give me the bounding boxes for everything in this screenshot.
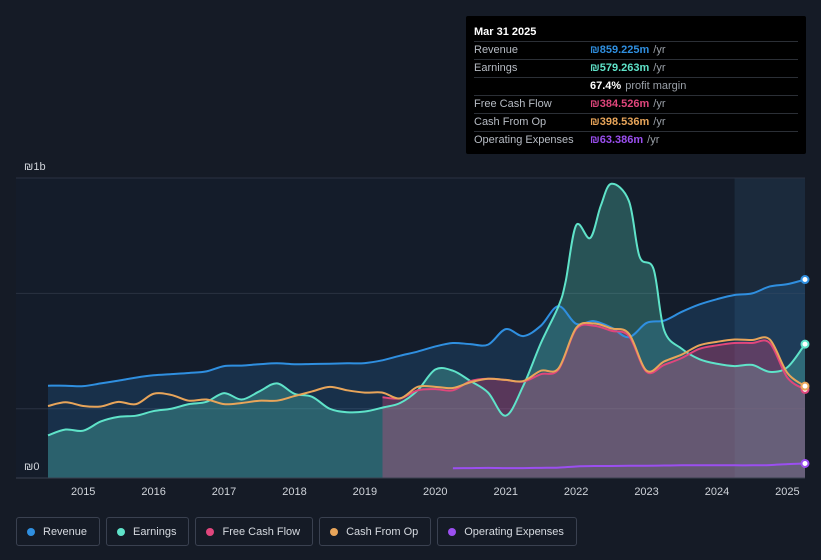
x-tick-label: 2022	[564, 486, 588, 498]
operating-expenses-end-marker	[800, 458, 810, 468]
tooltip-row-value: ₪398.536m	[590, 116, 650, 128]
x-tick-label: 2024	[705, 486, 729, 498]
tooltip-date: Mar 31 2025	[474, 26, 537, 38]
revenue-line	[47, 278, 806, 388]
tooltip-row-value: ₪859.225m	[590, 44, 650, 56]
legend-dot-icon	[206, 527, 215, 536]
cash-from-op-end-marker	[800, 381, 810, 391]
tooltip-row-unit: /yr	[653, 116, 666, 128]
tooltip-rows: Revenue ₪859.225m/yr Earnings ₪579.263m/yr 6…	[474, 41, 798, 149]
legend-dot-icon	[117, 527, 126, 536]
x-tick-label: 2025	[775, 486, 799, 498]
tooltip-row-label: Cash From Op	[474, 116, 547, 128]
tooltip-row-unit: profit margin	[625, 80, 687, 92]
earnings-end-marker	[800, 339, 810, 349]
tooltip-row-value: ₪579.263m	[590, 62, 650, 74]
tooltip-row: Operating Expenses ₪63.386m/yr	[474, 131, 798, 149]
legend-label: Earnings	[133, 525, 177, 538]
tooltip-row-value: 67.4%	[590, 80, 622, 92]
tooltip-row: 67.4% profit margin	[474, 77, 798, 95]
y-axis-top-label: ₪1b	[24, 161, 46, 173]
tooltip-row-label: Earnings	[474, 62, 518, 74]
legend-dot-icon	[448, 527, 457, 536]
x-tick-label: 2016	[141, 486, 165, 498]
forecast-region	[734, 178, 805, 478]
tooltip-row-value: ₪63.386m	[590, 134, 644, 146]
revenue-end-marker	[800, 275, 810, 285]
tooltip-row-unit: /yr	[653, 44, 666, 56]
tooltip-row-label	[474, 78, 590, 95]
tooltip-panel: Mar 31 2025 Revenue ₪859.225m/yr Earnings ₪…	[466, 16, 806, 154]
legend-item-earnings[interactable]: Earnings	[106, 517, 190, 546]
x-tick-label: 2018	[282, 486, 306, 498]
free-cash-flow-area	[382, 324, 805, 478]
tooltip-row-label: Free Cash Flow	[474, 98, 552, 110]
tooltip-row-label: Operating Expenses	[474, 134, 574, 146]
legend-item-free-cash-flow[interactable]: Free Cash Flow	[195, 517, 314, 546]
y-axis-bottom-label: ₪0	[24, 461, 39, 473]
tooltip-row: Free Cash Flow ₪384.526m/yr	[474, 95, 798, 113]
gridlines	[16, 177, 805, 410]
x-axis-ticks: 2015 2016 2017 2018 2019 2020 2021 2022 2023 2024…	[71, 486, 800, 498]
earnings-line	[47, 182, 806, 437]
tooltip-row-label: Revenue	[474, 44, 519, 56]
x-tick-label: 2020	[423, 486, 447, 498]
tooltip-row-value: ₪384.526m	[590, 98, 650, 110]
x-tick-label: 2021	[493, 486, 517, 498]
tooltip-row-unit: /yr	[653, 98, 666, 110]
legend-label: Cash From Op	[346, 525, 419, 538]
tooltip-row-unit: /yr	[647, 134, 660, 146]
x-tick-label: 2017	[212, 486, 236, 498]
tooltip-row-unit: /yr	[653, 62, 666, 74]
legend: Revenue Earnings Free Cash Flow Cash From O…	[16, 517, 577, 546]
tooltip-row: Revenue ₪859.225m/yr	[474, 41, 798, 59]
legend-item-operating-expenses[interactable]: Operating Expenses	[437, 517, 577, 546]
x-tick-label: 2023	[634, 486, 658, 498]
x-tick-label: 2015	[71, 486, 95, 498]
x-tick-label: 2019	[353, 486, 377, 498]
series-lines	[47, 182, 806, 470]
legend-label: Operating Expenses	[464, 525, 564, 538]
legend-item-revenue[interactable]: Revenue	[16, 517, 101, 546]
legend-label: Revenue	[43, 525, 88, 538]
operating-expenses-line	[452, 462, 806, 470]
legend-item-cash-from-op[interactable]: Cash From Op	[319, 517, 432, 546]
tooltip-row: Cash From Op ₪398.536m/yr	[474, 113, 798, 131]
cash-from-op-line	[47, 321, 806, 408]
plot-background	[16, 178, 805, 478]
legend-label: Free Cash Flow	[222, 525, 301, 538]
free-cash-flow-line	[382, 323, 806, 400]
legend-dot-icon	[330, 527, 339, 536]
legend-dot-icon	[27, 527, 35, 536]
tooltip-row: Earnings ₪579.263m/yr	[474, 59, 798, 77]
series-end-markers	[800, 275, 810, 468]
